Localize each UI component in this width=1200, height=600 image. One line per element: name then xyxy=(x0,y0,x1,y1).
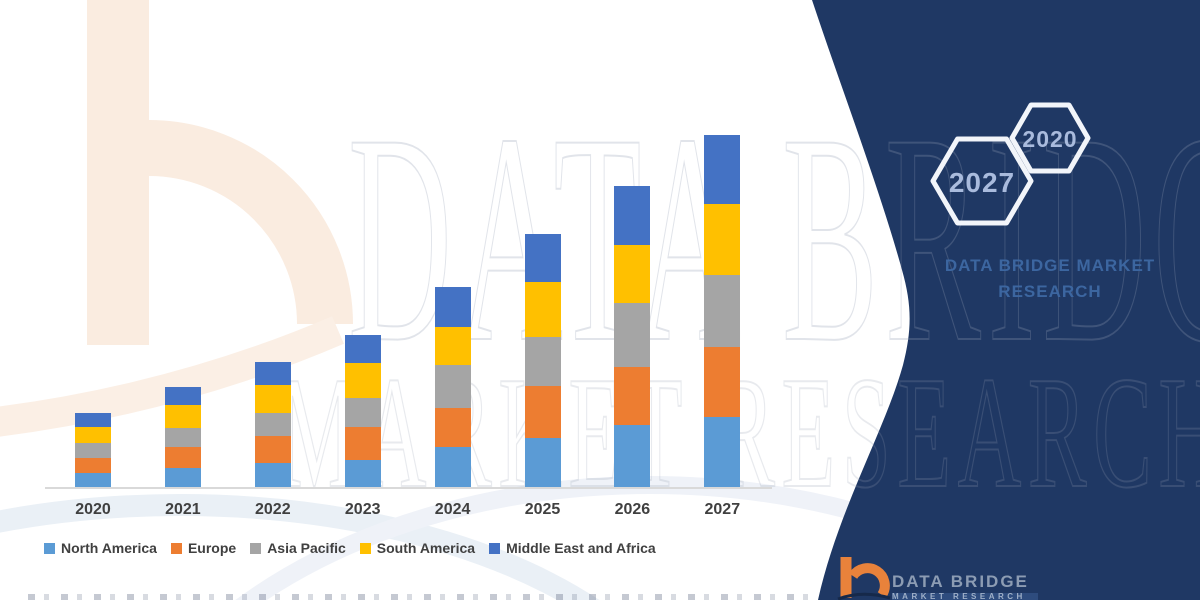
brand-b-bowl-icon xyxy=(848,563,890,598)
brand-tagline: MARKET RESEARCH xyxy=(892,593,1026,600)
bar-segment-2022-south-america xyxy=(254,385,291,413)
legend-item-north-america: North America xyxy=(44,540,157,556)
brand-name: DATA BRIDGE xyxy=(892,572,1029,591)
bar-segment-2023-south-america xyxy=(344,363,381,398)
org-name-line1: DATA BRIDGE MARKET xyxy=(944,256,1156,275)
brand-swoosh-icon xyxy=(837,592,891,600)
bar-segment-2024-south-america xyxy=(434,327,471,365)
legend-label: Europe xyxy=(187,540,237,556)
bar-segment-2020-south-america xyxy=(75,427,111,443)
bar-segment-2020-europe xyxy=(75,458,111,473)
legend-swatch-icon xyxy=(170,542,182,554)
legend-swatch-icon xyxy=(250,542,262,554)
bar-segment-2021-europe xyxy=(164,447,201,468)
bar-segment-2021-middle-east-and-africa xyxy=(164,387,201,405)
hexagon-2027-icon xyxy=(930,136,1034,226)
bar-segment-2027-asia-pacific xyxy=(704,275,741,347)
bar-segment-2024-north-america xyxy=(434,447,471,488)
legend-label: North America xyxy=(61,540,157,556)
bar-segment-2021-asia-pacific xyxy=(164,428,201,447)
bar-segment-2025-south-america xyxy=(524,282,561,337)
bar-segment-2026-asia-pacific xyxy=(614,303,651,367)
bar-segment-2022-asia-pacific xyxy=(254,413,291,436)
bar-segment-2027-europe xyxy=(704,347,741,417)
x-axis-line xyxy=(45,487,772,489)
legend-swatch-icon xyxy=(489,542,501,554)
bar-segment-2022-europe xyxy=(254,436,291,463)
bar-segment-2023-middle-east-and-africa xyxy=(344,335,381,363)
hexagon-2027-label: 2027 xyxy=(948,167,1016,198)
bar-segment-2021-north-america xyxy=(164,468,201,488)
x-axis-label-2021: 2021 xyxy=(165,501,201,518)
bar-segment-2020-north-america xyxy=(75,473,111,488)
bar-segment-2023-north-america xyxy=(344,460,381,488)
bar-segment-2026-europe xyxy=(614,367,651,425)
bar-segment-2027-south-america xyxy=(704,204,741,275)
bar-segment-2023-europe xyxy=(344,427,381,460)
decor-ellipse-left xyxy=(0,494,600,600)
bar-segment-2027-north-america xyxy=(704,417,741,488)
legend-item-asia-pacific: Asia Pacific xyxy=(250,540,346,556)
bar-group-2023 xyxy=(344,335,381,488)
bar-segment-2026-north-america xyxy=(614,425,651,488)
bar-segment-2026-south-america xyxy=(614,245,651,303)
watermark-b-bowl xyxy=(148,120,353,325)
bar-segment-2024-europe xyxy=(434,408,471,447)
bar-group-2027 xyxy=(704,135,741,488)
x-axis-label-2024: 2024 xyxy=(434,501,471,518)
bar-group-2024 xyxy=(434,287,471,488)
x-axis-label-2020: 2020 xyxy=(75,501,111,518)
bar-segment-2022-middle-east-and-africa xyxy=(254,362,291,385)
bar-segment-2025-asia-pacific xyxy=(524,337,561,386)
x-axis-label-2027: 2027 xyxy=(704,501,741,518)
bar-segment-2021-south-america xyxy=(164,405,201,428)
legend-label: Middle East and Africa xyxy=(506,540,656,556)
bar-segment-2023-asia-pacific xyxy=(344,398,381,427)
legend: North America Europe Asia Pacific South Ame… xyxy=(44,540,656,556)
hexagon-2020-label: 2020 xyxy=(1022,126,1078,152)
legend-item-europe: Europe xyxy=(170,540,237,556)
bar-segment-2025-north-america xyxy=(524,438,561,488)
bar-segment-2027-middle-east-and-africa xyxy=(704,135,741,204)
x-axis-label-2026: 2026 xyxy=(614,501,651,518)
bar-segment-2020-middle-east-and-africa xyxy=(75,413,111,427)
legend-item-south-america: South America xyxy=(359,540,476,556)
bar-segment-2026-middle-east-and-africa xyxy=(614,186,651,245)
bar-segment-2025-middle-east-and-africa xyxy=(524,234,561,282)
bar-segment-2020-asia-pacific xyxy=(75,443,111,458)
hexagon-2020-icon xyxy=(1009,102,1091,174)
x-axis-label-2025: 2025 xyxy=(524,501,561,518)
legend-label: Asia Pacific xyxy=(267,540,346,556)
bar-segment-2024-asia-pacific xyxy=(434,365,471,408)
bar-group-2026 xyxy=(614,186,651,488)
watermark-b-swoosh xyxy=(0,316,344,437)
bar-group-2020 xyxy=(75,413,111,488)
databridge-logo xyxy=(837,557,891,600)
org-name-line2: RESEARCH xyxy=(998,282,1102,302)
bar-segment-2025-europe xyxy=(524,386,561,438)
legend-swatch-icon xyxy=(359,542,371,554)
x-axis-label-2022: 2022 xyxy=(255,501,291,518)
legend-swatch-icon xyxy=(44,542,55,554)
brand-tagline-band: MARKET RESEARCH xyxy=(892,593,1038,600)
legend-item-middle-east-and-africa: Middle East and Africa xyxy=(489,540,656,556)
navy-panel-shape xyxy=(812,0,1200,600)
bar-group-2022 xyxy=(254,362,291,488)
cropped-bottom-text xyxy=(28,594,808,600)
x-axis-label-2023: 2023 xyxy=(344,501,381,518)
org-name: DATA BRIDGE MARKET RESEARCH xyxy=(930,253,1170,306)
bar-group-2021 xyxy=(164,387,201,488)
bar-group-2025 xyxy=(524,234,561,488)
bar-segment-2022-north-america xyxy=(254,463,291,488)
bar-segment-2024-middle-east-and-africa xyxy=(434,287,471,327)
legend-label: South America xyxy=(376,540,476,556)
